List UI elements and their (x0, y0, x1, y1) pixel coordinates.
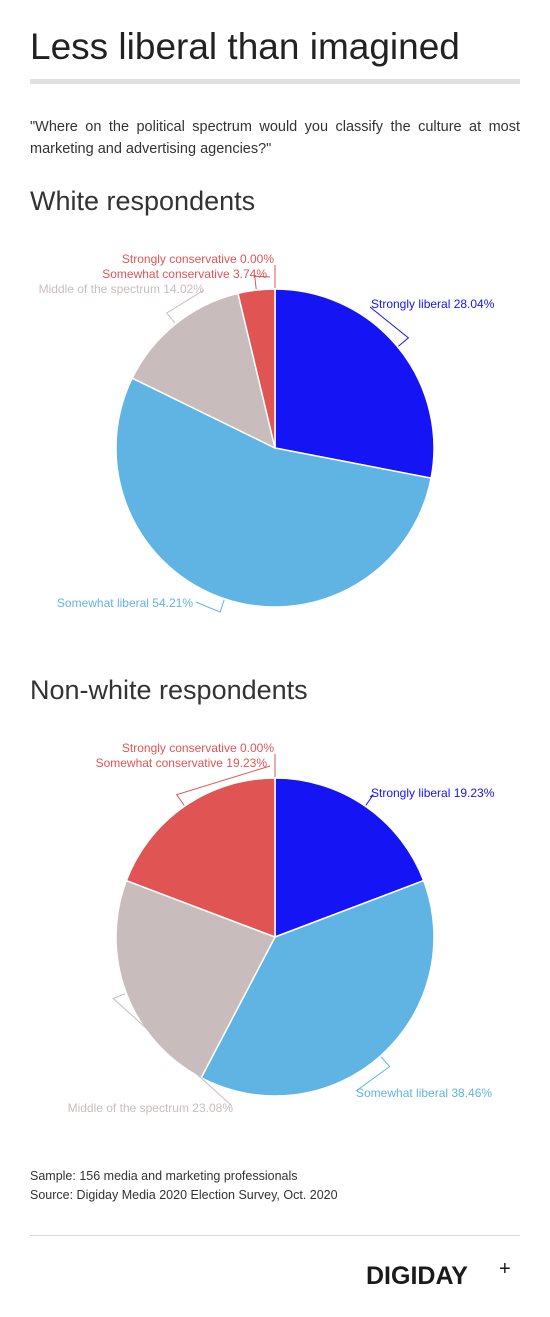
chart-title-white: White respondents (30, 186, 256, 216)
pie-slice-strongly-liberal (274, 288, 435, 480)
slice-label-somewhat-conservative: Somewhat conservative 19.23% (96, 756, 268, 770)
pie-slice-strongly-liberal (274, 777, 425, 939)
slice-label-strongly-liberal: Strongly liberal 28.04% (371, 297, 495, 311)
leader-line-middle-of-spectrum (112, 993, 233, 1107)
logo-plus-mark: + (499, 1258, 511, 1280)
page-title: Less liberal than imagined (30, 26, 460, 67)
slice-label-middle-of-spectrum: Middle of the spectrum 14.02% (39, 282, 205, 296)
leader-line-somewhat-liberal (355, 1056, 391, 1092)
leader-line-somewhat-liberal (195, 599, 225, 613)
slice-label-somewhat-liberal: Somewhat liberal 38.46% (356, 1086, 492, 1100)
pie-chart-white: Strongly liberal 28.04% Somewhat liberal … (39, 252, 495, 613)
pie-chart-non-white: Strongly liberal 19.23% Somewhat liberal … (68, 741, 495, 1115)
survey-question: "Where on the political spectrum would y… (30, 119, 520, 157)
leader-line-somewhat-conservative (254, 275, 271, 290)
footer-notes: Sample: 156 media and marketing professi… (30, 1167, 338, 1205)
source-note: Source: Digiday Media 2020 Election Surv… (30, 1188, 338, 1202)
pie-slice-middle-of-spectrum (115, 879, 277, 1079)
slice-label-strongly-conservative: Strongly conservative 0.00% (122, 741, 274, 755)
slice-label-middle-of-spectrum: Middle of the spectrum 23.08% (68, 1101, 234, 1115)
pie-slice-somewhat-conservative (237, 288, 276, 449)
leader-line-somewhat-conservative (175, 765, 271, 806)
sample-note: Sample: 156 media and marketing professi… (30, 1169, 298, 1183)
chart-title-non-white: Non-white respondents (30, 675, 308, 705)
title-divider (30, 79, 520, 84)
pie-slice-somewhat-liberal (115, 377, 432, 608)
slice-label-somewhat-conservative: Somewhat conservative 3.74% (102, 267, 267, 281)
pie-slice-somewhat-liberal (200, 879, 435, 1097)
slice-label-strongly-liberal: Strongly liberal 19.23% (371, 786, 495, 800)
leader-line-strongly-liberal (365, 794, 374, 806)
leader-line-strongly-liberal (369, 306, 410, 347)
slice-label-somewhat-liberal: Somewhat liberal 54.21% (57, 596, 193, 610)
slice-label-strongly-conservative: Strongly conservative 0.00% (122, 252, 274, 266)
pie-slice-somewhat-conservative (125, 777, 276, 939)
pie-slice-middle-of-spectrum (131, 292, 277, 450)
footer-divider (30, 1235, 520, 1236)
leader-line-middle-of-spectrum (166, 289, 205, 324)
digiday-logo: DIGIDAY (366, 1262, 468, 1290)
